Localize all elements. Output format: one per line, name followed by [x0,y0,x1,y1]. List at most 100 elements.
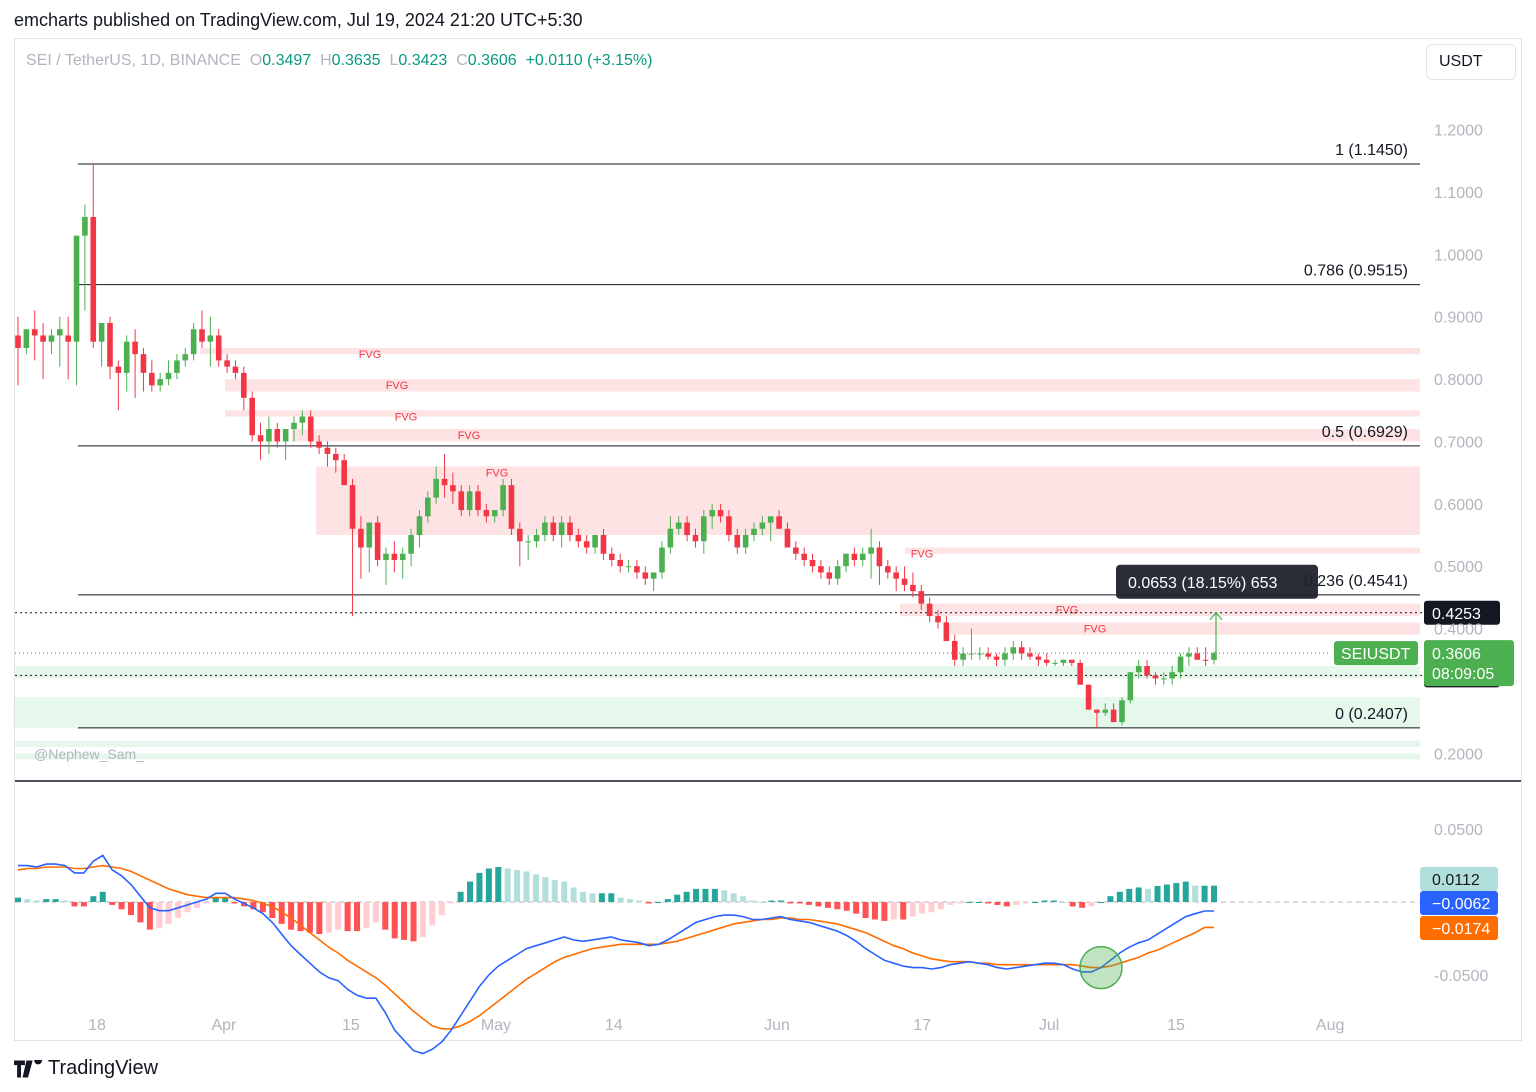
candle-body [1060,659,1067,663]
candle-body [1069,659,1075,663]
candle-body [977,653,983,655]
macd-histogram-bar [871,902,878,920]
macd-axis-label: -0.0500 [1434,968,1488,985]
macd-histogram-bar [627,899,634,902]
candle-body [901,578,908,585]
candle-body [650,572,657,579]
candle-body [542,522,548,536]
candle-body [149,372,155,386]
support-zone [15,740,1420,748]
macd-histogram-bar [966,902,973,903]
footer-brand-text: TradingView [48,1057,159,1079]
price-axis-label: 0.2000 [1434,746,1483,763]
candle-body [232,366,239,373]
candle-body [157,379,163,386]
candle-body [1094,709,1100,713]
candle-body [508,485,515,529]
candle-body [525,541,531,543]
macd-histogram-bar [146,902,153,930]
candle-body [15,335,21,348]
macd-histogram-bar [1032,902,1039,903]
price-axis-label: 1.2000 [1434,123,1483,140]
macd-histogram-bar [1069,902,1076,907]
candle-body [843,553,849,567]
macd-histogram-bar [1022,902,1029,904]
macd-line [18,854,1214,1055]
macd-histogram-bar [758,902,765,903]
symbol-tag [1334,641,1418,666]
fvg-zone [950,622,1420,635]
candle-body [291,422,297,429]
candle-body [1135,665,1142,673]
high-value: 0.3635 [331,52,381,69]
macd-histogram-bar [1088,902,1095,907]
footer-brand[interactable]: TradingView [14,1057,158,1080]
price-marker-text: 0.4253 [1432,606,1481,623]
candle-body [910,584,916,592]
fib-label: 0.786 (0.9515) [1304,263,1408,280]
macd-histogram-bar [250,902,257,910]
support-zone [15,697,1420,729]
candle-body [1027,653,1033,657]
fib-label: 0 (0.2407) [1335,706,1408,723]
macd-histogram-bar [1041,900,1048,902]
candle-body [366,522,373,548]
macd-histogram-bar [401,902,408,940]
macd-value-text: −0.0062 [1432,896,1490,913]
candle-body [257,435,264,442]
candle-body [324,447,331,454]
macd-histogram-bar [994,902,1001,905]
fvg-zone [200,347,1420,355]
candle-body [993,656,1000,660]
time-axis-label: Jul [1039,1017,1059,1034]
macd-histogram-bar [1154,885,1161,902]
macd-histogram-bar [438,902,445,916]
macd-histogram-bar [514,869,521,902]
open-value: 0.3497 [262,52,312,69]
macd-histogram-bar [1201,885,1208,902]
candle-body [1110,709,1117,723]
candle-body [742,535,749,548]
candle-body [960,653,966,660]
candle-body [1119,700,1125,723]
macd-histogram-bar [608,893,615,902]
fvg-zone [292,429,1420,442]
fvg-label: FVG [359,349,382,361]
candle-body [182,354,189,361]
macd-histogram-bar [335,902,342,930]
candle-body [266,429,272,442]
candle-body [1194,653,1201,660]
candle-body [1211,653,1217,660]
macd-histogram-bar [419,902,426,937]
macd-histogram-bar [1003,902,1010,907]
candle-body [57,329,63,336]
macd-histogram-bar [1135,887,1142,902]
candle-body [776,516,782,529]
candle-body [575,535,582,542]
macd-histogram-bar [495,867,502,902]
macd-histogram-bar [193,902,200,908]
chart-frame [14,38,1522,1041]
candle-body [358,528,364,548]
candle-body [107,322,113,367]
macd-histogram-bar [721,890,728,902]
time-axis-label: Apr [211,1017,237,1034]
macd-histogram-bar [655,902,662,903]
currency-button[interactable]: USDT [1426,44,1516,80]
candle-body [207,335,214,342]
candle-body [759,522,766,529]
macd-histogram-bar [325,902,332,933]
candle-body [299,416,306,423]
macd-histogram-bar [834,902,841,910]
symbol-name[interactable]: SEI / TetherUS, 1D, BINANCE [26,52,241,69]
candle-body [659,547,665,573]
candle-body [349,485,356,529]
time-axis-label: May [481,1017,511,1034]
candle-body [132,341,138,355]
fvg-zone [316,466,1420,536]
macd-histogram-bar [919,902,926,914]
macd-histogram-bar [297,902,304,932]
macd-histogram-bar [843,902,850,911]
macd-histogram-bar [175,902,182,919]
